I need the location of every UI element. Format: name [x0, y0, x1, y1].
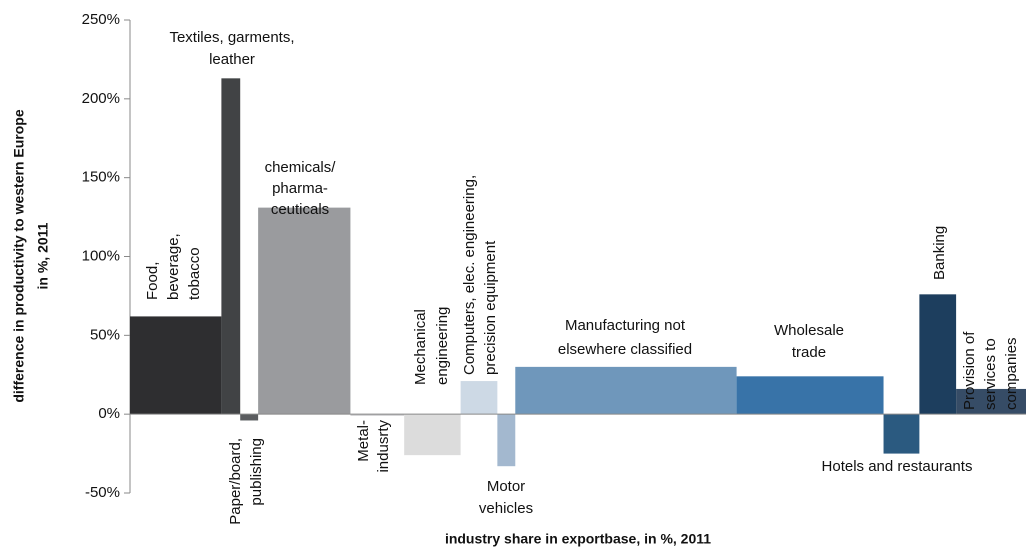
category-label: Provision of [961, 331, 978, 410]
category-label: trade [792, 344, 826, 361]
bar [497, 414, 516, 467]
category-label: engineering [434, 307, 451, 385]
category-label: services to [982, 338, 999, 410]
category-label: Motor [487, 478, 525, 495]
bar [130, 316, 222, 415]
bar [350, 414, 405, 416]
bar [460, 381, 498, 415]
category-label: ceuticals [271, 201, 329, 218]
y-axis-title-2: in %, 2011 [35, 222, 51, 289]
category-label: Banking [931, 226, 948, 280]
bar [883, 414, 920, 454]
category-label: indusrty [375, 420, 392, 473]
category-label: vehicles [479, 500, 533, 517]
category-label: precision equipment [482, 240, 499, 375]
category-label: elsewhere classified [558, 341, 692, 358]
y-tick-label: 100% [82, 247, 120, 264]
bar [956, 388, 1026, 415]
category-label: Wholesale [774, 322, 844, 339]
bar [221, 78, 241, 415]
y-tick-label: 0% [98, 405, 120, 422]
y-tick-label: 250% [82, 11, 120, 28]
category-label: tobacco [186, 247, 203, 300]
bar [404, 414, 461, 456]
category-label: Mechanical [412, 309, 429, 385]
category-label: Paper/board, [227, 438, 244, 525]
category-label: Hotels and restaurants [822, 458, 973, 475]
category-label: beverage, [165, 233, 182, 300]
category-label: chemicals/ [265, 159, 337, 176]
category-label: publishing [248, 438, 265, 506]
bar [515, 366, 737, 415]
y-tick-label: 50% [90, 326, 120, 343]
bar [258, 207, 351, 415]
category-label: Textiles, garments, [169, 29, 294, 46]
bar [240, 414, 259, 421]
category-label: leather [209, 51, 255, 68]
x-axis-title: industry share in exportbase, in %, 2011 [445, 531, 711, 547]
category-label: Computers, elec. engineering, [461, 175, 478, 375]
y-tick-label: -50% [85, 484, 120, 501]
y-axis-title-1: difference in productivity to western Eu… [11, 109, 27, 402]
category-label: Metal- [355, 420, 372, 462]
y-tick-label: 200% [82, 90, 120, 107]
category-label: Manufacturing not [565, 317, 686, 334]
y-tick-label: 150% [82, 169, 120, 186]
category-label: companies [1003, 337, 1020, 410]
category-label: Food, [144, 262, 161, 300]
bar [736, 376, 884, 415]
bar [919, 294, 957, 415]
category-label: pharma- [272, 180, 328, 197]
